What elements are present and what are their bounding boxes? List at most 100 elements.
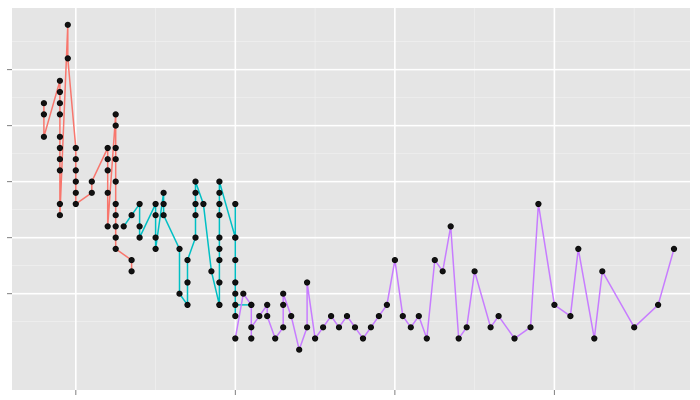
- data-point-series-1: [112, 223, 119, 230]
- data-point-series-2: [200, 200, 207, 208]
- data-point-series-2: [152, 234, 159, 241]
- data-point-series-2: [216, 189, 223, 196]
- data-point-series-1: [56, 77, 64, 84]
- data-point-series-3: [272, 335, 279, 342]
- data-point-series-3: [248, 335, 255, 342]
- data-point-series-3: [407, 324, 414, 331]
- data-point-series-3: [415, 313, 422, 320]
- data-point-series-1: [104, 144, 111, 152]
- data-point-series-3: [351, 324, 359, 331]
- data-point-series-1: [112, 212, 119, 219]
- data-point-series-2: [216, 245, 223, 252]
- data-point-series-2: [216, 301, 223, 309]
- data-point-series-2: [160, 200, 167, 208]
- data-point-series-1: [112, 111, 119, 118]
- data-points: [40, 21, 678, 353]
- data-point-series-1: [112, 156, 119, 163]
- data-point-series-1: [72, 144, 79, 152]
- data-point-series-3: [280, 290, 287, 297]
- data-point-series-1: [64, 21, 71, 28]
- data-point-series-1: [112, 234, 119, 241]
- data-point-series-1: [56, 156, 64, 163]
- data-point-series-1: [40, 111, 48, 118]
- data-point-series-3: [383, 301, 391, 309]
- data-point-series-1: [56, 167, 64, 174]
- data-point-series-3: [248, 301, 255, 309]
- data-point-series-3: [256, 313, 263, 320]
- data-point-series-2: [128, 212, 135, 219]
- data-point-series-2: [232, 234, 239, 241]
- data-point-series-2: [136, 234, 143, 241]
- data-point-series-1: [72, 156, 79, 163]
- data-point-series-3: [240, 290, 247, 297]
- data-point-series-2: [232, 200, 239, 208]
- data-point-series-2: [152, 245, 159, 252]
- data-point-series-1: [56, 88, 64, 96]
- data-point-series-2: [192, 200, 199, 208]
- data-point-series-2: [152, 212, 159, 219]
- data-point-series-3: [487, 324, 494, 331]
- data-point-series-2: [216, 234, 223, 241]
- data-point-series-1: [56, 144, 64, 152]
- data-point-series-3: [280, 324, 287, 331]
- data-point-series-3: [248, 324, 255, 331]
- data-point-series-3: [343, 313, 351, 320]
- data-point-series-1: [56, 133, 64, 140]
- data-point-series-1: [88, 189, 95, 196]
- data-point-series-3: [439, 268, 446, 275]
- data-point-series-2: [216, 279, 223, 286]
- data-point-series-1: [112, 144, 119, 152]
- data-point-series-2: [216, 200, 223, 208]
- major-gridlines: [12, 8, 690, 390]
- data-point-series-2: [184, 301, 191, 309]
- data-point-series-3: [296, 346, 303, 353]
- data-point-series-2: [192, 212, 199, 219]
- data-point-series-2: [232, 290, 239, 297]
- data-point-series-1: [112, 122, 119, 129]
- data-point-series-1: [104, 167, 111, 174]
- data-point-series-3: [232, 335, 239, 342]
- series-line-1: [43, 24, 133, 272]
- data-point-series-3: [335, 324, 343, 331]
- data-point-series-2: [232, 313, 239, 320]
- data-point-series-1: [112, 200, 119, 208]
- data-point-series-3: [399, 313, 406, 320]
- data-point-series-2: [184, 257, 191, 264]
- data-point-series-3: [280, 301, 287, 309]
- data-point-series-3: [599, 268, 606, 275]
- data-point-series-2: [176, 245, 183, 252]
- data-point-series-1: [104, 223, 111, 230]
- data-point-series-3: [463, 324, 470, 331]
- data-point-series-1: [72, 200, 79, 208]
- data-point-series-2: [216, 178, 223, 185]
- data-point-series-1: [56, 100, 64, 107]
- data-point-series-2: [192, 189, 199, 196]
- data-point-series-3: [575, 245, 582, 252]
- data-point-series-3: [312, 335, 319, 342]
- data-point-series-3: [359, 335, 367, 342]
- data-point-series-3: [264, 301, 271, 309]
- data-point-series-3: [320, 324, 327, 331]
- data-point-series-1: [104, 189, 111, 196]
- data-point-series-3: [527, 324, 534, 331]
- data-point-series-1: [40, 100, 48, 107]
- data-point-series-3: [367, 324, 375, 331]
- data-point-series-2: [192, 178, 199, 185]
- data-point-series-2: [152, 200, 159, 208]
- data-point-series-1: [112, 245, 119, 252]
- data-point-series-3: [304, 279, 311, 286]
- data-point-series-3: [631, 324, 638, 331]
- data-point-series-2: [176, 290, 183, 297]
- data-point-series-3: [495, 313, 502, 320]
- data-point-series-3: [447, 223, 454, 230]
- data-point-series-1: [72, 178, 79, 185]
- data-point-series-3: [288, 313, 295, 320]
- data-point-series-1: [104, 156, 111, 163]
- data-point-series-1: [56, 200, 64, 208]
- data-point-series-3: [654, 301, 662, 309]
- data-point-series-2: [232, 279, 239, 286]
- data-point-series-3: [535, 200, 542, 208]
- data-point-series-2: [160, 189, 167, 196]
- data-point-series-1: [72, 167, 79, 174]
